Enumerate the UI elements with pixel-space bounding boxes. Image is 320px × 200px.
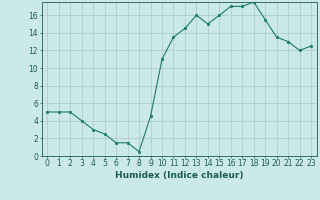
X-axis label: Humidex (Indice chaleur): Humidex (Indice chaleur) [115,171,244,180]
